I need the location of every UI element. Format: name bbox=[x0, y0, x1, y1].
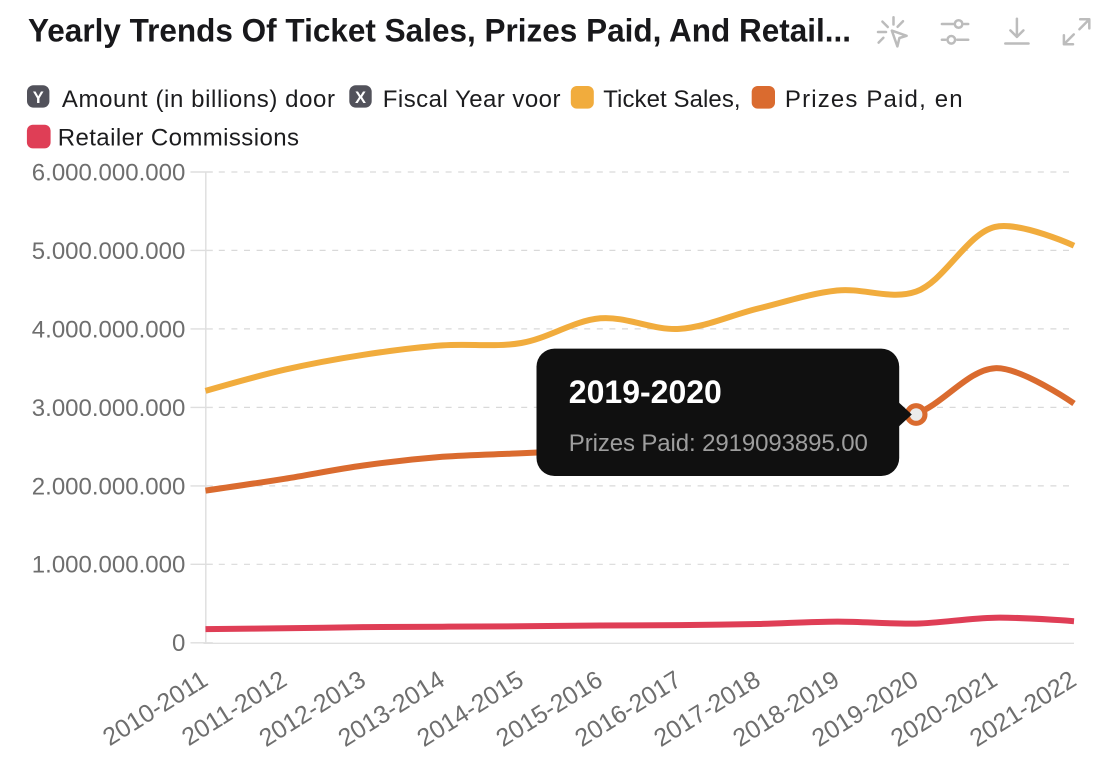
svg-text:5.000.000.000: 5.000.000.000 bbox=[32, 238, 185, 265]
svg-text:4.000.000.000: 4.000.000.000 bbox=[32, 316, 185, 343]
svg-text:Prizes Paid: 2919093895.00: Prizes Paid: 2919093895.00 bbox=[569, 430, 868, 457]
svg-text:3.000.000.000: 3.000.000.000 bbox=[32, 395, 185, 422]
svg-text:6.000.000.000: 6.000.000.000 bbox=[32, 159, 185, 186]
svg-text:Ticket Sales,: Ticket Sales, bbox=[603, 86, 740, 113]
svg-text:Fiscal Year voor: Fiscal Year voor bbox=[383, 86, 561, 113]
svg-text:0: 0 bbox=[172, 630, 185, 657]
svg-text:X: X bbox=[355, 89, 366, 107]
svg-text:Prizes Paid, en: Prizes Paid, en bbox=[785, 86, 963, 113]
svg-text:Y: Y bbox=[33, 89, 44, 107]
svg-text:1.000.000.000: 1.000.000.000 bbox=[32, 552, 185, 579]
svg-text:Amount (in billions) door: Amount (in billions) door bbox=[62, 86, 335, 113]
svg-text:2.000.000.000: 2.000.000.000 bbox=[32, 473, 185, 500]
svg-text:Retailer Commissions: Retailer Commissions bbox=[58, 124, 299, 151]
svg-text:2019-2020: 2019-2020 bbox=[569, 374, 722, 410]
svg-text:Yearly Trends Of Ticket Sales,: Yearly Trends Of Ticket Sales, Prizes Pa… bbox=[28, 13, 851, 49]
